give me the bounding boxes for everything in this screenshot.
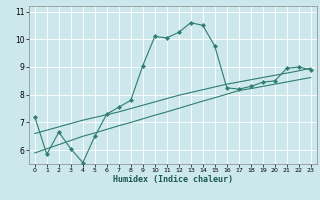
X-axis label: Humidex (Indice chaleur): Humidex (Indice chaleur) [113,175,233,184]
